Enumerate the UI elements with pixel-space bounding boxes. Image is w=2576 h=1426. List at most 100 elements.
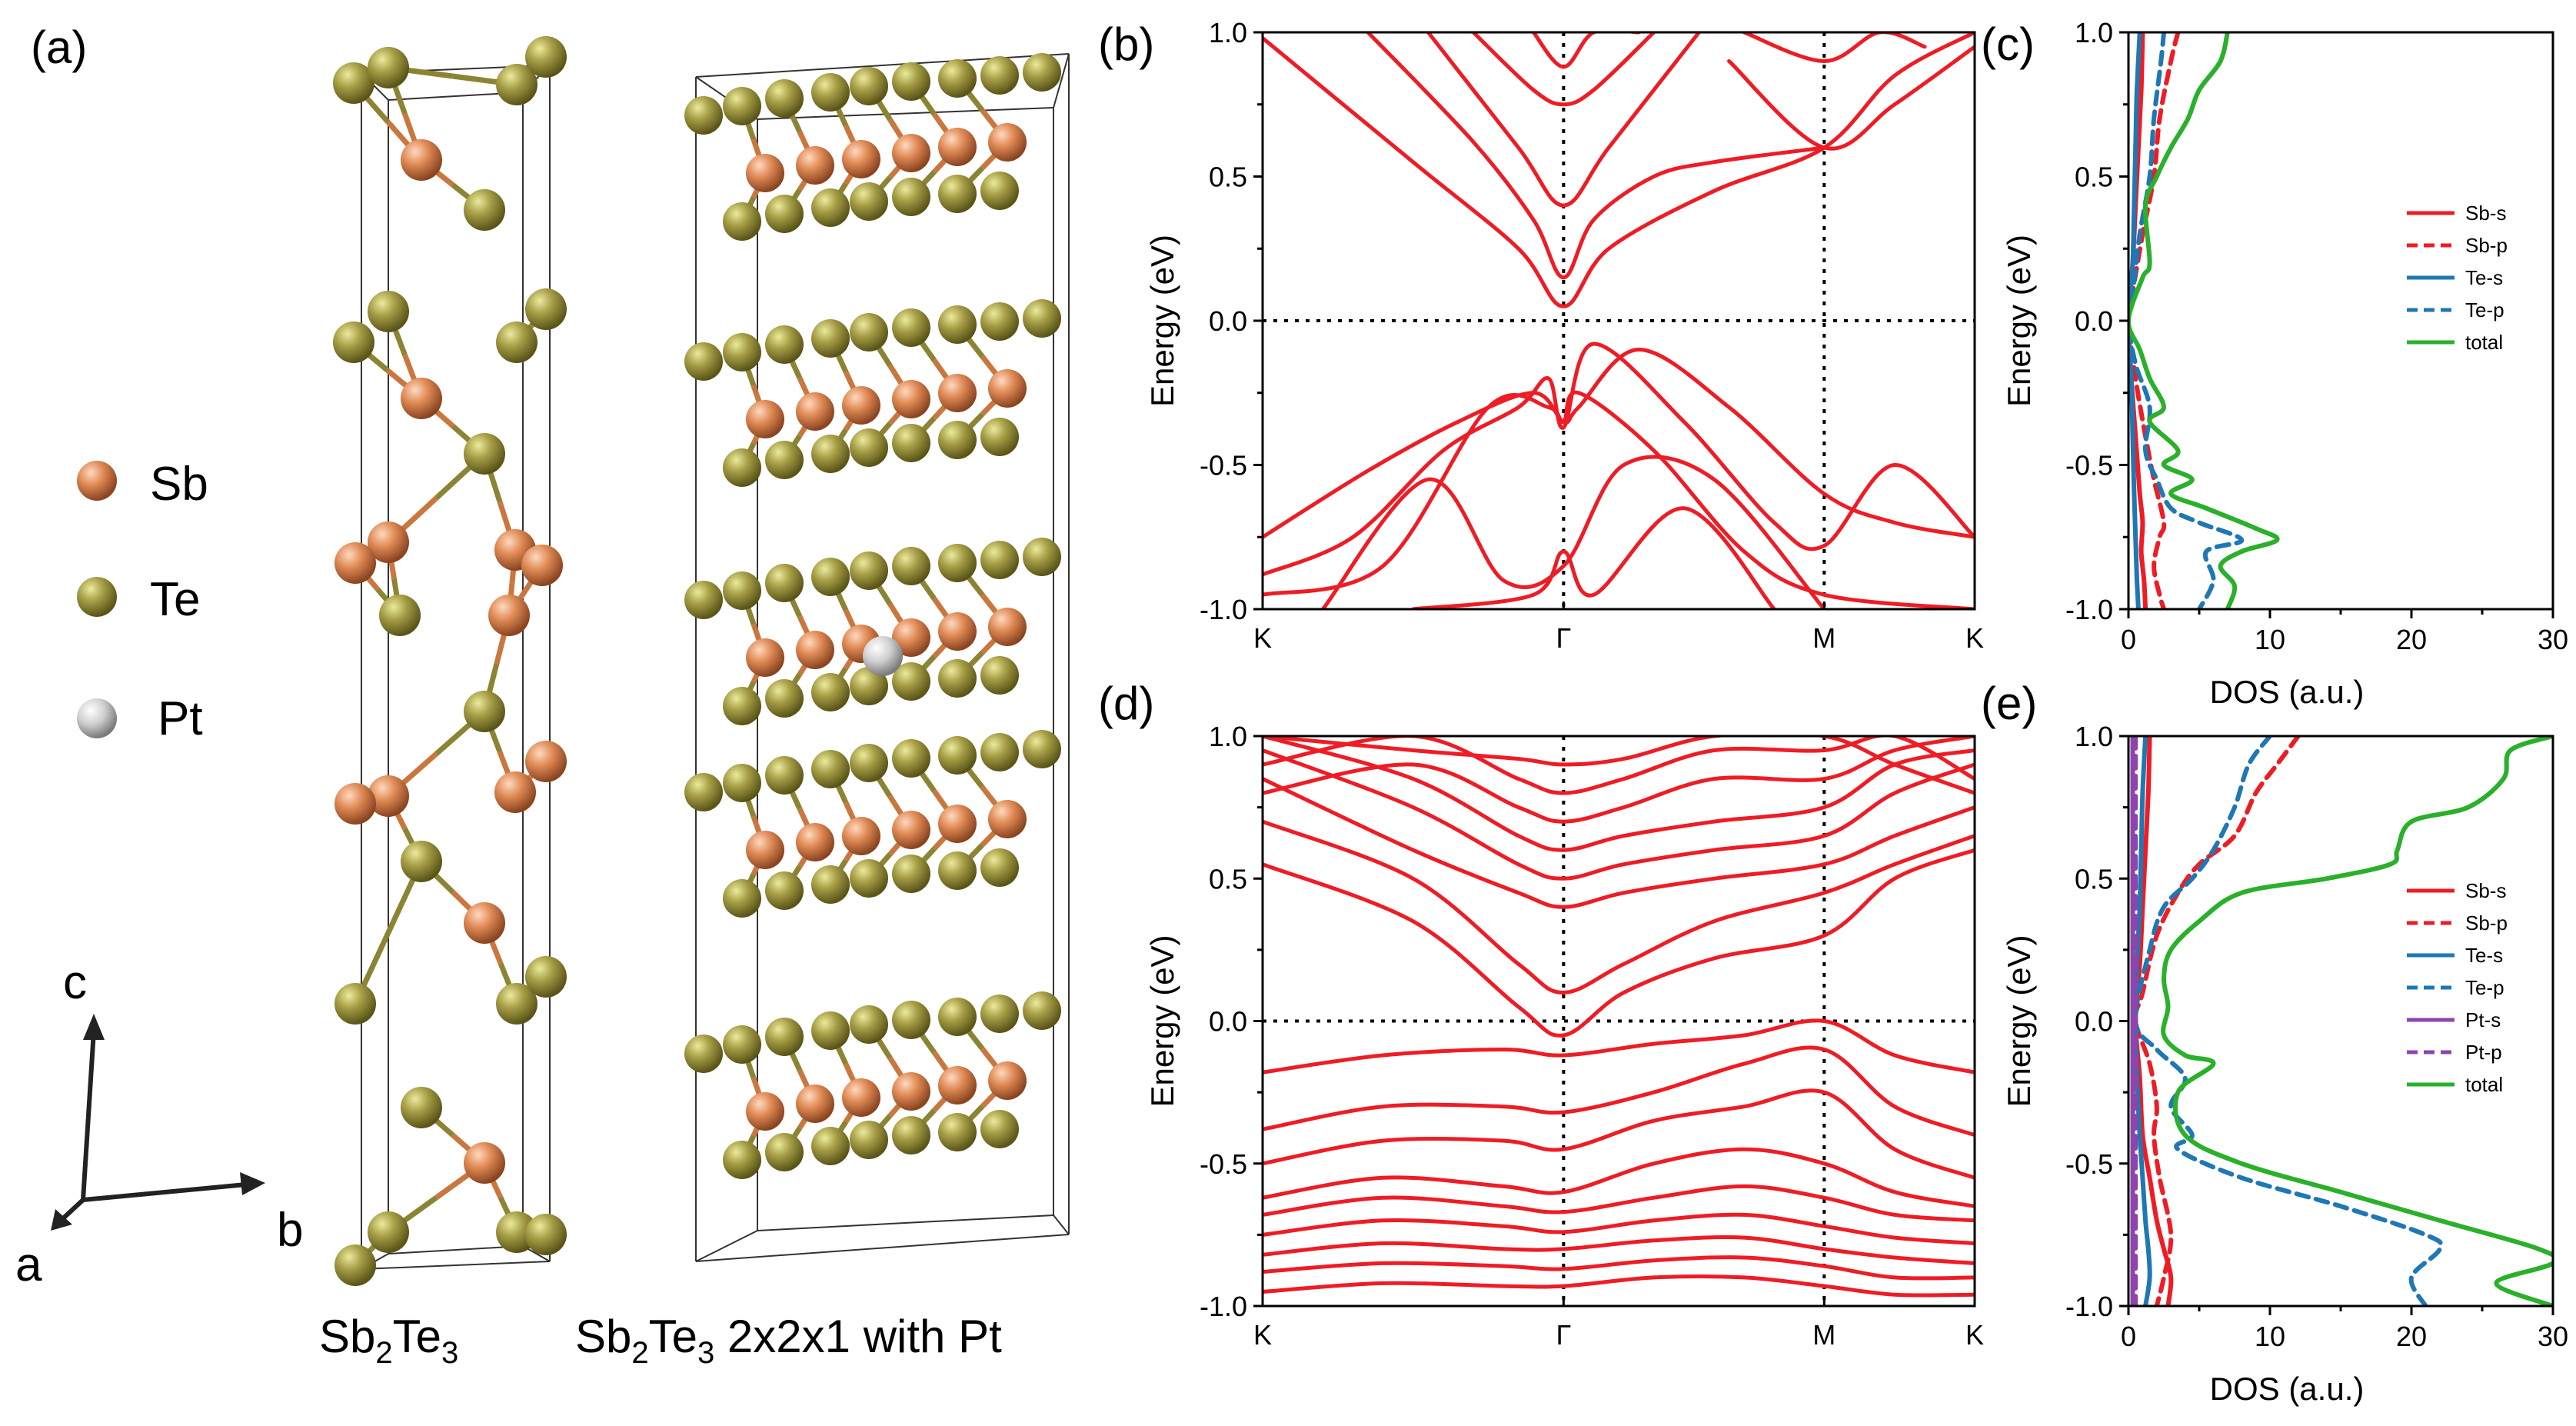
te-atom — [892, 855, 930, 893]
band-line-cb5 — [1531, 32, 1641, 69]
structure-panel: (a) Sb Te Pt c b a Sb2Te3 Sb2Te3 2x2x1 — [15, 22, 1070, 1370]
te-atom — [892, 1001, 930, 1039]
x-axis-title: DOS (a.u.) — [2210, 674, 2365, 710]
te-atom — [980, 418, 1019, 456]
sb-atom — [746, 154, 784, 192]
legend-pt-atom — [77, 698, 117, 738]
te-atom — [850, 67, 888, 105]
sb-atom — [401, 378, 442, 419]
sb-atom — [892, 134, 930, 172]
sb-atom — [892, 618, 930, 657]
sb-atom — [938, 805, 977, 843]
band-line-vb4 — [1320, 455, 1826, 609]
te-atom — [525, 1214, 567, 1255]
te-atom — [980, 302, 1019, 341]
dos-curve-total — [2128, 32, 2280, 609]
te-atom — [684, 342, 723, 381]
te-atom — [811, 673, 850, 711]
te-atom — [892, 739, 930, 778]
sb-atom — [988, 1061, 1027, 1100]
legend-label: Pt-s — [2465, 1008, 2501, 1031]
te-atom — [980, 172, 1019, 210]
te-atom — [368, 291, 409, 332]
legend-label: Te-s — [2465, 944, 2503, 967]
band-line-vb5 — [1263, 1184, 1975, 1223]
te-atom — [525, 288, 567, 330]
legend-sb-label: Sb — [150, 458, 208, 511]
axis-indicator: c b a — [15, 956, 303, 1291]
band-line-vb1 — [1263, 1018, 1975, 1074]
b-axis-arrow — [82, 1182, 247, 1202]
x-axis-title: DOS (a.u.) — [2210, 1371, 2365, 1407]
te-atom — [980, 995, 1019, 1033]
dos-curve-Te-p — [2133, 736, 2444, 1306]
plot-area — [1263, 32, 1975, 609]
band-structure-pristine: (b) -1.0 -0.5 0.0 0.5 1.0 Energy (eV) K Γ M K — [1098, 17, 1984, 654]
te-atom — [525, 36, 567, 78]
cell-edge — [695, 1234, 1070, 1262]
te-atom — [938, 421, 977, 459]
te-atom — [765, 1133, 804, 1171]
te-atom — [811, 865, 850, 904]
te-atom — [938, 659, 977, 698]
band-line-cb2 — [1366, 32, 1826, 280]
te-atom — [811, 1127, 850, 1165]
band-line-vb2 — [1263, 1045, 1975, 1138]
te-atom — [723, 448, 761, 487]
sb-atom — [842, 140, 880, 178]
te-atom — [1023, 53, 1061, 92]
te-atom — [850, 1005, 888, 1044]
te-atom — [684, 773, 723, 811]
c-arrowhead — [83, 1014, 105, 1040]
k-point-label: Γ — [1556, 622, 1571, 654]
te-atom — [765, 679, 804, 718]
legend-label: total — [2465, 1073, 2503, 1096]
legend-label: Sb-s — [2465, 202, 2506, 225]
band-line-vb2 — [1263, 342, 1975, 577]
te-atom — [938, 175, 977, 213]
x-tick-label: 10 — [2255, 624, 2285, 655]
y-tick-label: 0.5 — [2075, 863, 2113, 895]
te-atom — [723, 1025, 761, 1064]
te-atom — [892, 547, 930, 585]
sb-atom — [842, 1078, 880, 1117]
legend-sb-atom — [77, 461, 117, 501]
sb-atom — [746, 831, 784, 869]
te-atom — [811, 188, 850, 227]
sb-atom — [368, 521, 409, 563]
dos-pristine: (c) -1.0 -0.5 0.0 0.5 1.0 Energy (eV) 0 10 20 30 D… — [1981, 17, 2568, 710]
x-tick-label: 0 — [2121, 1321, 2136, 1352]
y-tick-label: 0.5 — [2075, 162, 2113, 193]
sb-atom — [746, 638, 784, 677]
x-tick-label: 0 — [2121, 624, 2136, 655]
legend-label: Sb-p — [2465, 234, 2508, 257]
legend-label: Sb-s — [2465, 879, 2506, 902]
sb-atom — [796, 392, 834, 431]
te-atom — [850, 182, 888, 221]
sb-atom — [892, 380, 930, 418]
te-atom — [765, 441, 804, 479]
a-axis-arrow — [59, 1198, 85, 1222]
x-tick-label: 30 — [2538, 1321, 2568, 1352]
y-tick-label: 0.5 — [1209, 162, 1247, 193]
legend-label: Te-p — [2465, 976, 2504, 999]
te-atom — [811, 435, 850, 473]
sb-atom — [494, 771, 536, 813]
cell-edge — [695, 1230, 758, 1262]
te-atom — [850, 313, 888, 352]
y-tick-label: -0.5 — [2065, 450, 2113, 481]
dos-curve-Te-p — [2128, 32, 2245, 609]
y-tick-label: -0.5 — [1200, 450, 1247, 481]
band-line-cb1 — [1263, 848, 1975, 1038]
legend: Sb-s Sb-p Te-s Te-p total — [2407, 202, 2508, 354]
band-line-cb4 — [1263, 748, 1975, 881]
te-atom — [892, 424, 930, 462]
sb-atom — [746, 400, 784, 438]
atom-legend: Sb Te Pt — [77, 458, 208, 745]
sb-atom — [988, 608, 1027, 646]
legend: Sb-s Sb-p Te-s Te-p Pt-s Pt-p total — [2407, 879, 2508, 1096]
k-point-label: K — [1253, 1319, 1272, 1351]
panel-label-e: (e) — [1981, 678, 2037, 729]
sb-atom — [525, 741, 567, 782]
